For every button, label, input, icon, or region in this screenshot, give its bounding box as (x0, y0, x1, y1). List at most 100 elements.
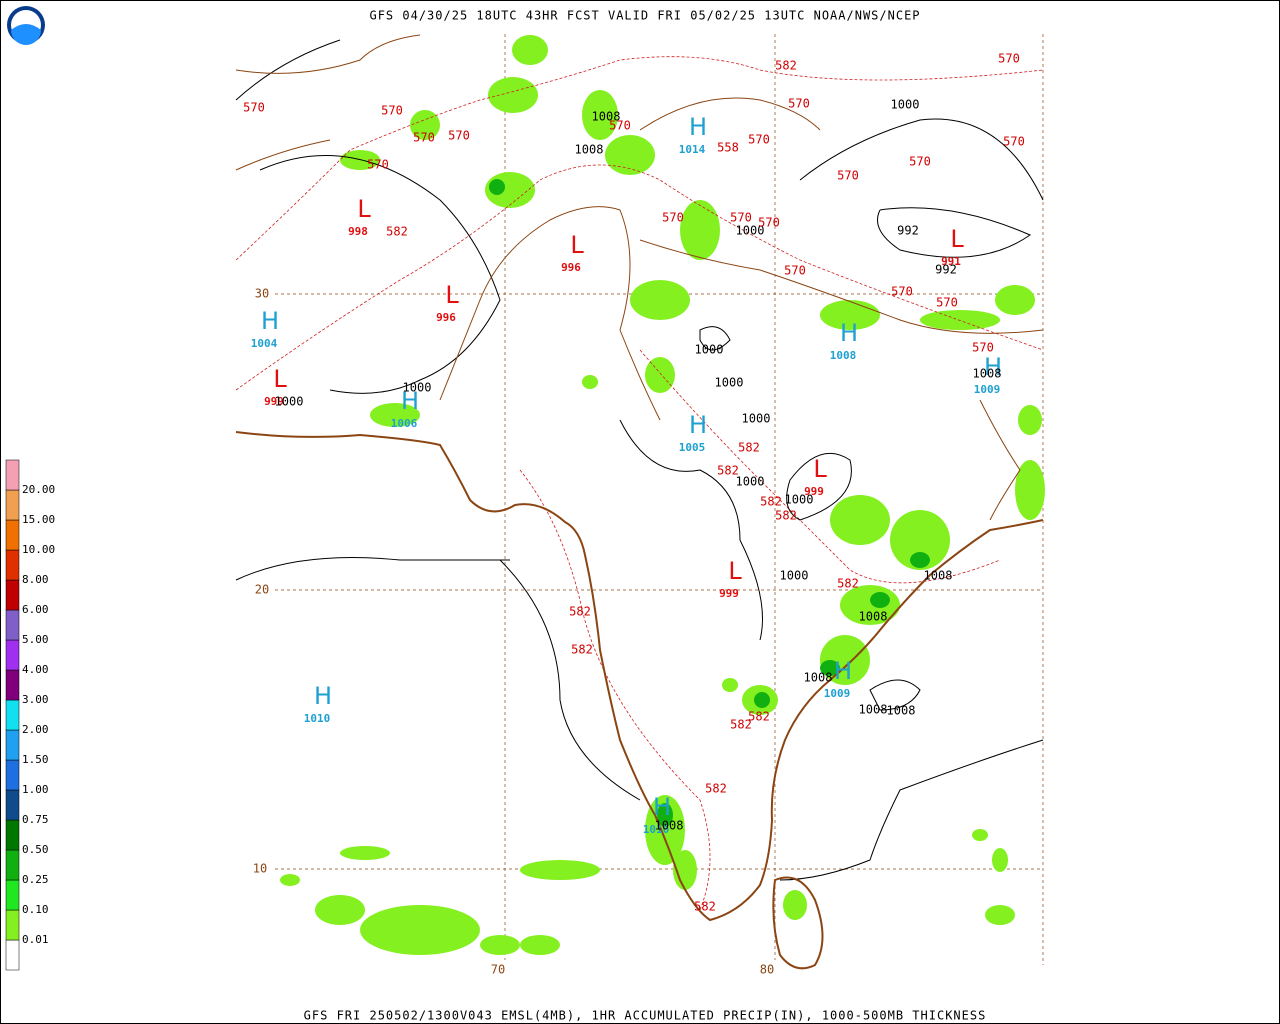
thickness-label: 570 (367, 158, 389, 172)
legend-cell (5, 519, 20, 551)
center-symbol: H (261, 307, 279, 335)
center-symbol: H (401, 387, 419, 415)
thickness-label: 570 (381, 104, 403, 118)
thickness-label: 582 (738, 441, 760, 455)
center-value: 1009 (824, 687, 851, 700)
legend-label: 0.01 (22, 933, 49, 946)
center-value: 998 (348, 225, 368, 238)
center-symbol: H (840, 319, 858, 347)
legend-cell (5, 639, 20, 671)
map-title: GFS 04/30/25 18UTC 43HR FCST VALID FRI 0… (369, 9, 920, 23)
center-symbol: H (314, 682, 332, 710)
legend-cell (5, 729, 20, 761)
isobar-label: 1008 (924, 569, 953, 583)
center-symbol: H (653, 793, 671, 821)
isobar-label: 1008 (887, 704, 916, 718)
isobar-label: 1000 (891, 98, 920, 112)
lon-label: 70 (491, 963, 505, 977)
isobar-label: 992 (935, 263, 957, 277)
thickness-label: 570 (972, 341, 994, 355)
isobar-label: 1000 (736, 475, 765, 489)
center-value: 996 (561, 261, 581, 274)
center-symbol: H (689, 411, 707, 439)
thickness-label: 570 (243, 101, 265, 115)
center-value: 999 (264, 395, 284, 408)
center-value: 1014 (679, 143, 706, 156)
isobar-label: 1000 (780, 569, 809, 583)
isobar-label: 1008 (973, 367, 1002, 381)
thickness-label: 570 (609, 119, 631, 133)
thickness-label: 570 (788, 97, 810, 111)
center-symbol: L (950, 225, 964, 253)
lat-label: 10 (253, 862, 267, 876)
center-symbol: H (984, 353, 1002, 381)
legend-cell (5, 789, 20, 821)
legend-label: 6.00 (22, 603, 49, 616)
thickness-label: 582 (837, 577, 859, 591)
borders (235, 34, 1044, 521)
isobar-label: 1008 (859, 610, 888, 624)
legend-cell (5, 849, 20, 881)
thickness-label: 570 (413, 131, 435, 145)
isobar-label: 1000 (742, 412, 771, 426)
precip-areas (280, 35, 1045, 955)
center-value: 1009 (974, 383, 1001, 396)
legend-label: 1.50 (22, 753, 49, 766)
legend-label: 10.00 (22, 543, 55, 556)
map-footer: GFS FRI 250502/1300V043 EMSL(4MB), 1HR A… (304, 1009, 987, 1023)
legend-cell (5, 549, 20, 581)
legend-cell (5, 459, 20, 491)
thickness-label: 570 (784, 264, 806, 278)
coastline (235, 431, 1044, 922)
labels: 0.01 0.10 0.25 0.50 0.75 1.00 1.50 2.00 3.00 4.00… (5, 52, 1025, 977)
isobar-label: 1008 (804, 671, 833, 685)
legend-label: 0.50 (22, 843, 49, 856)
center-value: 991 (941, 255, 961, 268)
legend-label: 1.00 (22, 783, 49, 796)
legend-label: 20.00 (22, 483, 55, 496)
sri-lanka-coast (772, 876, 824, 970)
center-value: 999 (719, 587, 739, 600)
center-value: 1008 (830, 349, 857, 362)
thickness-label: 582 (571, 643, 593, 657)
legend-cell (5, 879, 20, 911)
legend-label: 0.75 (22, 813, 49, 826)
center-value: 1004 (251, 337, 278, 350)
legend-cell (5, 759, 20, 791)
legend-cell (5, 819, 20, 851)
thickness-label: 582 (730, 718, 752, 732)
thickness-label: 582 (717, 464, 739, 478)
thickness-label: 570 (1003, 135, 1025, 149)
legend-label: 4.00 (22, 663, 49, 676)
legend-label: 2.00 (22, 723, 49, 736)
thickness-label: 582 (569, 605, 591, 619)
thickness-label: 582 (705, 782, 727, 796)
isobar-label: 1008 (655, 819, 684, 833)
legend-label: 0.25 (22, 873, 49, 886)
legend-label: 0.10 (22, 903, 49, 916)
isobar-label: 1000 (736, 224, 765, 238)
thickness-label: 582 (760, 495, 782, 509)
isobar-label: 1000 (715, 376, 744, 390)
legend-label: 8.00 (22, 573, 49, 586)
thickness-label: 582 (386, 225, 408, 239)
legend-cell (5, 699, 20, 731)
isobar-label: 1000 (695, 343, 724, 357)
map-area (235, 34, 1045, 970)
isobar-label: 1008 (859, 703, 888, 717)
thickness-label: 558 (717, 141, 739, 155)
thickness-label: 570 (891, 285, 913, 299)
isobar-label: 1000 (275, 395, 304, 409)
center-symbol: L (570, 231, 584, 259)
thickness-label: 570 (837, 169, 859, 183)
isobars (235, 39, 1044, 881)
legend-label: 15.00 (22, 513, 55, 526)
center-value: 1010 (643, 823, 670, 836)
precip-heavy (489, 179, 930, 827)
center-symbol: L (813, 455, 827, 483)
thickness-label: 570 (730, 211, 752, 225)
isobar-label: 1000 (403, 381, 432, 395)
lat-label: 30 (255, 287, 269, 301)
lat-label: 20 (255, 583, 269, 597)
